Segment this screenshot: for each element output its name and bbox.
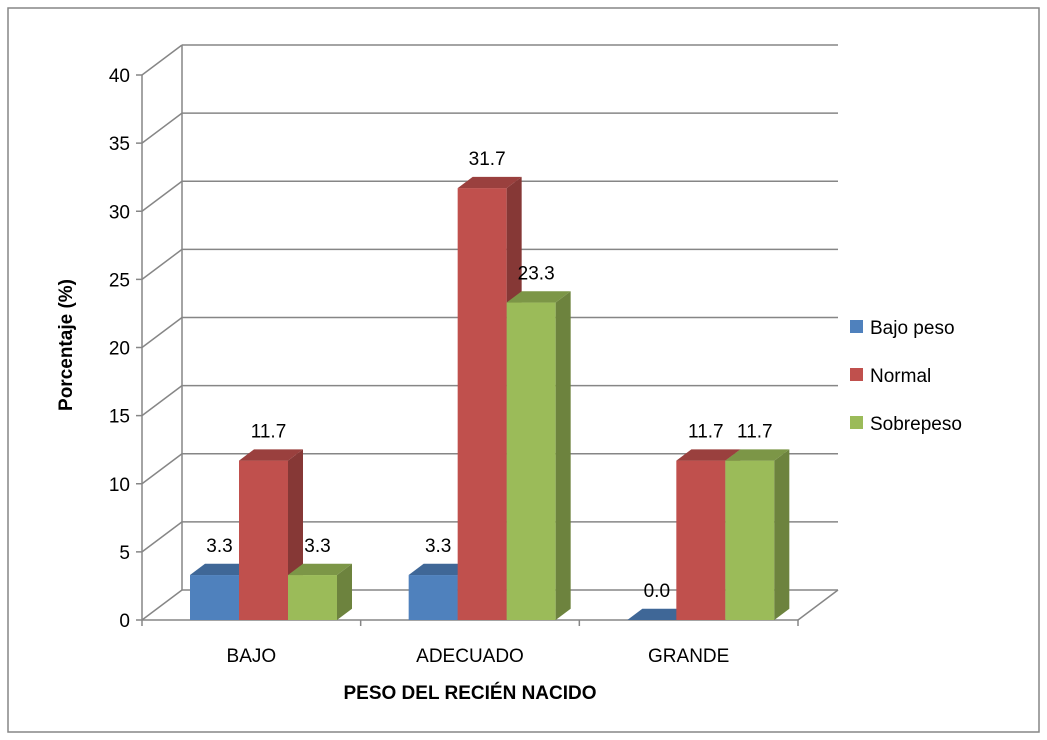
bar — [627, 608, 692, 620]
gridline-connector — [141, 385, 183, 417]
bar-top — [408, 563, 473, 576]
data-label: 0.0 — [644, 581, 670, 602]
y-axis-title: Porcentaje (%) — [56, 279, 77, 411]
bar-top — [725, 449, 790, 461]
legend-label: Bajo peso — [870, 318, 955, 339]
gridline-connector — [141, 453, 183, 485]
y-tick-label: 10 — [109, 475, 130, 496]
bar-side — [774, 449, 790, 620]
y-tick-label: 5 — [119, 543, 130, 564]
x-tick-label: ADECUADO — [416, 646, 524, 667]
bar-front — [457, 188, 507, 620]
legend-swatch — [850, 368, 863, 381]
bar-top — [676, 449, 741, 461]
bar-top — [190, 563, 254, 576]
bar-front — [676, 460, 726, 620]
bar — [239, 449, 303, 620]
bar-top — [506, 291, 571, 303]
gridline-connector — [141, 521, 183, 553]
legend-swatch — [850, 416, 863, 429]
bar-side — [555, 291, 571, 620]
legend-item: Bajo peso — [850, 318, 955, 339]
bar-front — [239, 460, 288, 620]
legend-swatch — [850, 320, 863, 333]
floor-edge — [797, 589, 839, 621]
bar-front — [506, 302, 556, 620]
bars — [190, 176, 790, 620]
legend-label: Sobrepeso — [870, 414, 962, 435]
bar-side — [337, 563, 352, 620]
bar-top — [627, 608, 692, 620]
bar-top — [288, 563, 352, 576]
gridline-connector — [141, 180, 183, 212]
gridline-connector — [141, 44, 183, 76]
data-label: 3.3 — [206, 536, 232, 557]
y-tick-label: 30 — [109, 202, 130, 223]
data-label: 3.3 — [304, 536, 330, 557]
gridline-connector — [141, 112, 183, 144]
data-label: 31.7 — [469, 149, 506, 170]
y-tick-label: 15 — [109, 407, 130, 428]
y-tick-label: 25 — [109, 270, 130, 291]
data-label: 3.3 — [425, 536, 451, 557]
data-label: 11.7 — [251, 422, 287, 443]
gridline-connector — [141, 248, 183, 280]
bar-top — [457, 176, 522, 189]
bar — [725, 449, 790, 620]
y-tick-label: 20 — [109, 339, 130, 360]
x-axis-title: PESO DEL RECIÉN NACIDO — [343, 682, 596, 704]
data-labels: 3.3 11.7 3.3 3.3 31.7 23.3 0.0 11.7 11.7 — [206, 149, 772, 602]
data-label: 11.7 — [688, 422, 724, 443]
bar-top — [239, 449, 303, 461]
bar-front — [190, 575, 239, 620]
y-tick-label: 40 — [109, 66, 130, 87]
bar — [506, 291, 571, 620]
bar-front — [288, 575, 337, 620]
x-tick-label: BAJO — [227, 646, 277, 667]
bar-front — [725, 460, 775, 620]
gridline-connector — [141, 589, 183, 621]
legend-item: Normal — [850, 366, 931, 387]
y-tick-label: 35 — [109, 134, 130, 155]
data-label: 11.7 — [737, 422, 773, 443]
gridline-connector — [141, 316, 183, 349]
bar — [288, 563, 352, 620]
legend-label: Normal — [870, 366, 931, 387]
x-tick-label: GRANDE — [648, 646, 729, 667]
legend: Bajo peso Normal Sobrepeso — [850, 318, 962, 435]
bar — [457, 176, 522, 620]
legend-item: Sobrepeso — [850, 414, 962, 435]
data-label: 23.3 — [518, 264, 555, 285]
y-tick-label: 0 — [119, 611, 130, 632]
bar-front — [408, 575, 458, 620]
